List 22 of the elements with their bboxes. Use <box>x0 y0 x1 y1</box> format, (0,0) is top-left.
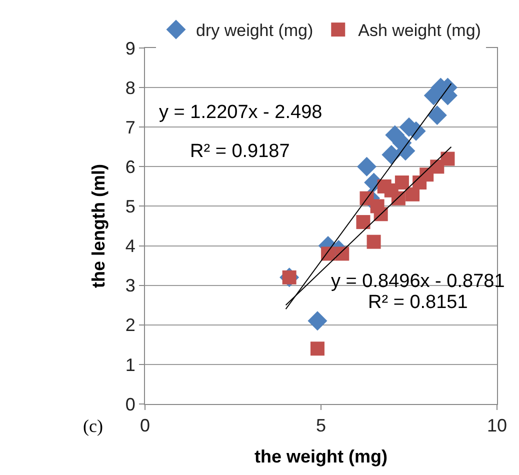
x-axis-title: the weight (mg) <box>254 446 388 467</box>
text: (c) <box>83 416 103 436</box>
y-tick-label: 2 <box>125 315 136 336</box>
x-tick-label: 10 <box>486 416 508 436</box>
y-tick-label: 5 <box>125 196 136 217</box>
annotation: R² = 0.8151 <box>368 292 468 313</box>
x-tick-label: 0 <box>140 416 150 436</box>
annotation: y = 0.8496x - 0.8781 <box>331 271 505 292</box>
y-tick-label: 4 <box>125 236 136 256</box>
y-tick-label: 3 <box>125 276 136 296</box>
legend-label: Ash weight (mg) <box>358 21 481 40</box>
y-tick-label: 6 <box>125 156 136 177</box>
y-axis-title: the length (ml) <box>88 164 109 288</box>
y-tick-label: 8 <box>125 78 136 98</box>
annotation: R² = 0.9187 <box>190 141 290 162</box>
x-tick-label: 5 <box>316 416 326 436</box>
legend-label: dry weight (mg) <box>196 21 314 40</box>
annotation: y = 1.2207x - 2.498 <box>159 102 322 123</box>
y-tick-label: 9 <box>125 38 136 58</box>
y-tick-label: 1 <box>125 354 136 375</box>
y-tick-label: 0 <box>125 394 136 414</box>
y-tick-label: 7 <box>125 117 136 138</box>
